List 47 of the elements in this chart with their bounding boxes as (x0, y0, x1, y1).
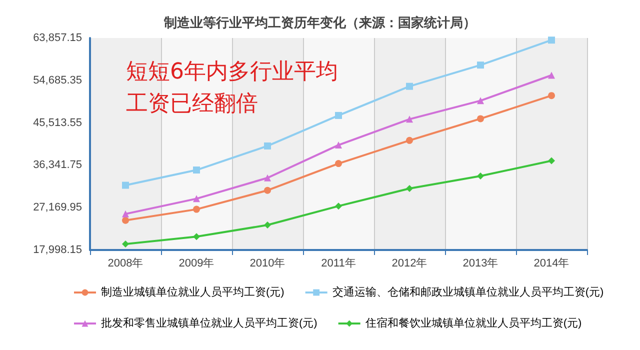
chart-title: 制造业等行业平均工资历年变化（来源：国家统计局） (163, 15, 476, 31)
point (406, 82, 413, 90)
y-tick-label: 27,169.95 (33, 202, 82, 214)
point (122, 216, 129, 224)
point (335, 160, 342, 168)
legend-label: 住宿和餐饮业城镇单位就业人员平均工资(元) (365, 316, 582, 330)
point (264, 222, 271, 229)
point (193, 206, 200, 213)
legend-label: 制造业城镇单位就业人员平均工资(元) (101, 286, 284, 298)
legend-label: 批发和零售业城镇单位就业人员平均工资(元) (101, 316, 318, 330)
legend-label: 交通运输、仓储和邮政业城镇单位就业人员平均工资(元) (332, 286, 604, 298)
point (406, 185, 413, 192)
point (335, 202, 342, 210)
annotation: 短短6年内多行业平均工资已经翻倍 (126, 60, 338, 116)
point (477, 115, 484, 122)
point (406, 136, 413, 144)
y-tick-label: 54,685.35 (33, 74, 82, 86)
point (193, 166, 200, 174)
y-tick-label: 45,513.55 (33, 116, 82, 129)
y-tick-label: 17,998.15 (33, 244, 82, 256)
point (264, 174, 271, 182)
x-tick-label: 2008年 (108, 258, 144, 270)
x-tick-label: 2014年 (534, 258, 570, 270)
point (122, 240, 129, 248)
point (122, 182, 129, 189)
point (548, 92, 555, 100)
point (122, 210, 129, 218)
x-tick-label: 2012年 (392, 258, 428, 270)
point (477, 97, 484, 104)
point (548, 157, 555, 164)
y-tick-label: 63,857.15 (33, 32, 82, 44)
x-tick-label: 2013年 (462, 258, 498, 270)
point (477, 62, 484, 69)
point (406, 116, 413, 123)
point (477, 172, 484, 180)
point (335, 142, 342, 149)
point (193, 233, 200, 240)
y-tick-label: 36,341.75 (33, 159, 82, 172)
point (335, 112, 342, 119)
x-tick-label: 2011年 (321, 258, 356, 270)
x-tick-label: 2010年 (250, 258, 286, 270)
point (548, 36, 555, 44)
point (264, 186, 271, 194)
point (193, 195, 200, 202)
x-tick-label: 2009年 (178, 258, 214, 270)
point (548, 72, 555, 79)
point (264, 142, 271, 150)
